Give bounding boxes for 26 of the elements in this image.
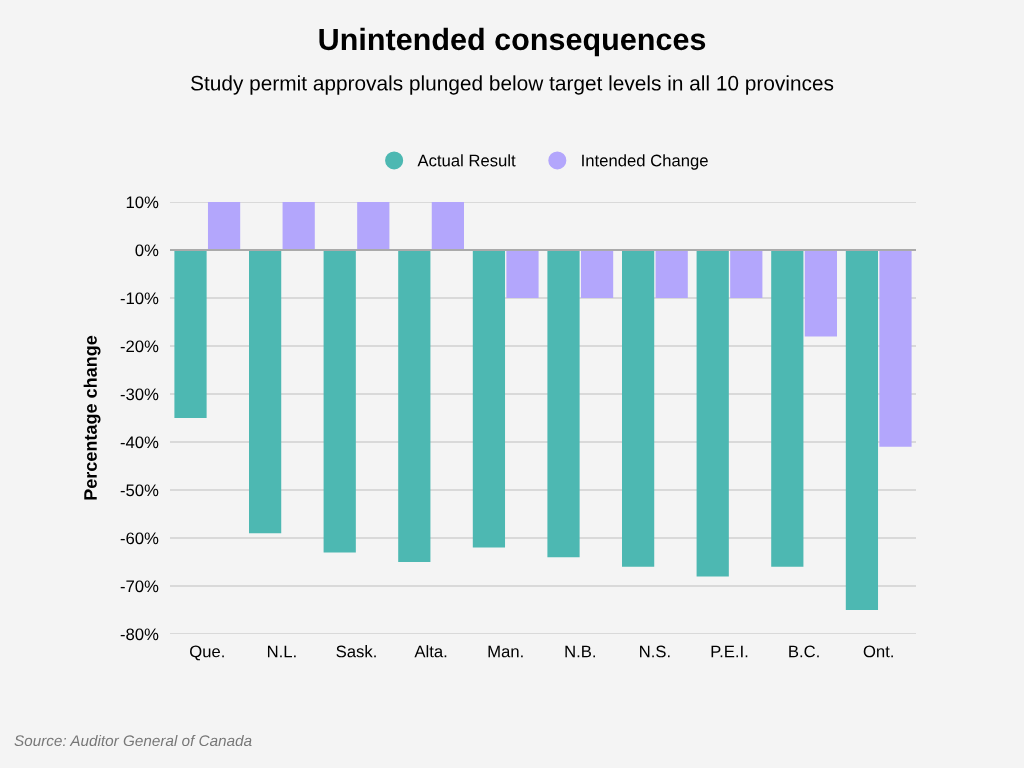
x-tick-label: Que. [190, 645, 224, 661]
x-tick-label: Alta. [414, 645, 447, 658]
y-tick-label: -80% [120, 628, 159, 641]
x-tick-label: Man. [488, 645, 523, 658]
x-tick-label: N.S. [640, 645, 670, 658]
y-tick-label: -10% [120, 292, 159, 305]
y-tick-label: -20% [120, 340, 159, 353]
x-tick-label: Sask. [336, 645, 376, 658]
legend-label: Intended Change [582, 154, 708, 170]
y-tick-label: -50% [120, 484, 159, 497]
x-tick-label: Ont. [863, 645, 893, 658]
chart-title: Unintended consequences [319, 27, 706, 57]
y-tick-label: -60% [120, 532, 159, 545]
x-tick-label: P.E.I. [711, 645, 748, 658]
source-note: Source: Auditor General of Canada [14, 734, 252, 747]
y-tick-label: 10% [126, 196, 159, 209]
y-tick-label: -30% [120, 388, 159, 401]
y-tick-label: -70% [120, 580, 159, 593]
y-tick-label: 0% [135, 244, 159, 257]
x-tick-label: B.C. [789, 645, 819, 658]
legend-label: Actual Result [417, 154, 516, 167]
y-tick-label: -40% [120, 436, 159, 449]
y-axis-title: Percentage change [83, 335, 101, 500]
x-tick-label: N.L. [267, 645, 296, 658]
chart-subtitle: Study permit approvals plunged below target levels in all 10 provinces [191, 75, 834, 95]
x-tick-label: N.B. [565, 645, 595, 658]
